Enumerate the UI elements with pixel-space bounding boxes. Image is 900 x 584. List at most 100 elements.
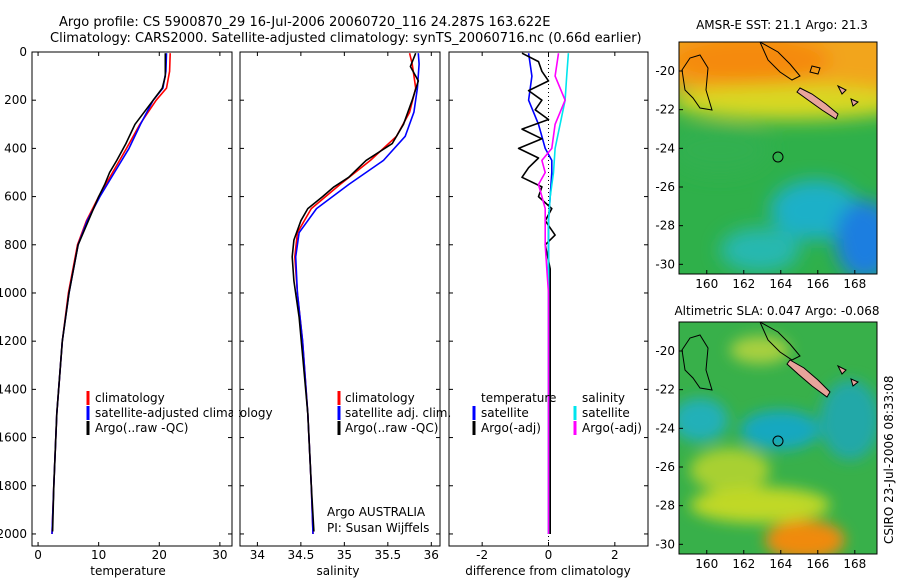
depth-tick-label: 1400 (0, 382, 27, 396)
sla-orange-patch (765, 520, 845, 554)
series-line-salinity-argo-adj- (537, 53, 566, 534)
x-tick-label: 20 (152, 548, 167, 562)
sla-teal-patch1 (679, 398, 728, 442)
temperature-legend: climatology satellite-adjusted climatolo… (86, 391, 273, 435)
x-tick-label: 36 (424, 548, 439, 562)
sst-island-loyalty1 (836, 84, 847, 95)
depth-tick-label: 1600 (0, 431, 27, 445)
sst-island-newcaledonia (796, 87, 839, 120)
sla-island-loyalty1 (836, 364, 847, 375)
map-y-tick-label: -28 (655, 219, 675, 233)
legend-label-temp-argo: Argo(-adj) (481, 421, 541, 435)
depth-tick-label: 1800 (0, 479, 27, 493)
depth-tick-label: 800 (4, 238, 27, 252)
sla-yellow-top (730, 336, 790, 364)
sla-map-frame (678, 321, 878, 555)
legend-label-sal-satellite: satellite (582, 406, 630, 420)
sla-coast-reef (759, 322, 801, 361)
difference-plot: -2 0 2 (449, 51, 648, 562)
legend-label-temp-satellite: satellite (481, 406, 529, 420)
sst-green-patch (679, 125, 770, 175)
map-x-tick-label: 162 (732, 277, 755, 291)
sst-coast-reef (759, 42, 801, 81)
temperature-plot: 0 10 20 30 (32, 51, 232, 562)
depth-tick-label: 0 (19, 45, 27, 59)
sla-teal-patch2 (740, 410, 820, 450)
legend-label-satellite: satellite-adjusted climatology (95, 406, 273, 420)
depth-tick-label: 200 (4, 93, 27, 107)
x-tick-label: 35.5 (374, 548, 401, 562)
series-line-temperature-argo-adj- (517, 52, 556, 534)
sla-map (679, 322, 877, 554)
map-x-tick-label: 166 (806, 277, 829, 291)
difference-xlabel: difference from climatology (465, 564, 631, 578)
sst-reef-small (809, 65, 821, 75)
pi-label: PI: Susan Wijffels (327, 521, 429, 535)
legend-label-argo: Argo(..raw -QC) (95, 421, 188, 435)
sla-teal-patch3 (820, 380, 877, 460)
temperature-legend-clip-cover (233, 395, 239, 435)
legend-label-sal-argo: Argo(-adj) (582, 421, 642, 435)
sla-yellow-patch2 (690, 487, 830, 523)
x-tick-label: 0 (545, 548, 553, 562)
x-tick-label: 2 (611, 548, 619, 562)
depth-tick-label: 1000 (0, 286, 27, 300)
legend-label-climatology: climatology (95, 391, 165, 405)
depth-tick-labels: 0 200 400 600 800 1000 1200 1400 1600 1800 2000 (0, 45, 27, 541)
sst-argo-marker (772, 151, 784, 163)
depth-tick-label: 400 (4, 141, 27, 155)
sst-yellow-band (679, 84, 877, 120)
series-line-argo-raw-qc- (291, 52, 420, 532)
salinity-xlabel: salinity (316, 564, 359, 578)
salinity-legend: climatology satellite adj. clim. Argo(..… (337, 391, 451, 435)
x-tick-label: 34 (250, 548, 265, 562)
map-y-tick-label: -22 (655, 103, 675, 117)
map-x-tick-label: 164 (769, 277, 792, 291)
map-y-tick-label: -22 (655, 383, 675, 397)
x-tick-label: 30 (212, 548, 227, 562)
sst-coast-north (681, 54, 713, 111)
temperature-axes (31, 51, 233, 547)
map-y-tick-label: -26 (655, 180, 675, 194)
map-y-tick-label: -20 (655, 344, 675, 358)
sst-map-ticks: 160 162 164 166 168 -20 -22 -24 -26 -28 -30 (655, 64, 866, 291)
x-tick-label: 10 (91, 548, 106, 562)
figure-title-line2: Climatology: CARS2000. Satellite-adjuste… (50, 31, 642, 46)
depth-tick-label: 1200 (0, 334, 27, 348)
depth-tick-label: 2000 (0, 527, 27, 541)
map-y-tick-label: -26 (655, 460, 675, 474)
difference-legend: temperature satellite Argo(-adj) salinit… (472, 391, 642, 435)
salinity-plot: 34 34.5 35 35.5 36 (240, 51, 440, 562)
map-x-tick-label: 160 (695, 557, 718, 571)
legend-heading-temperature: temperature (481, 391, 556, 405)
sla-map-title: Altimetric SLA: 0.047 Argo: -0.068 (674, 304, 879, 318)
legend-label-climatology: climatology (345, 391, 415, 405)
sla-argo-marker (772, 435, 784, 447)
map-x-tick-label: 168 (843, 277, 866, 291)
sst-cool-patch3 (720, 228, 800, 272)
legend-label-satellite: satellite adj. clim. (345, 406, 451, 420)
map-x-tick-label: 164 (769, 557, 792, 571)
legend-heading-salinity: salinity (582, 391, 625, 405)
map-y-tick-label: -24 (655, 141, 675, 155)
depth-tick-label: 600 (4, 190, 27, 204)
sst-map (679, 42, 877, 274)
map-x-tick-label: 166 (806, 557, 829, 571)
map-y-tick-label: -20 (655, 64, 675, 78)
sst-warm-core (679, 42, 830, 85)
x-tick-label: -2 (476, 548, 488, 562)
sla-map-ticks: 160 162 164 166 168 -20 -22 -24 -26 -28 -30 (655, 344, 866, 571)
sla-island-newcaledonia (786, 359, 831, 398)
map-x-tick-label: 160 (695, 277, 718, 291)
side-timestamp-label: CSIRO 23-Jul-2006 08:33:08 (882, 376, 896, 544)
x-tick-label: 34.5 (288, 548, 315, 562)
sla-yellow-patch1 (690, 448, 770, 492)
sst-island-loyalty2 (850, 98, 859, 107)
legend-label-argo: Argo(..raw -QC) (345, 421, 438, 435)
figure-title-line1: Argo profile: CS 5900870_29 16-Jul-2006 … (59, 15, 550, 30)
sla-island-loyalty2 (850, 378, 859, 387)
map-y-tick-label: -30 (655, 537, 675, 551)
x-tick-label: 0 (34, 548, 42, 562)
salinity-axes (239, 51, 441, 547)
